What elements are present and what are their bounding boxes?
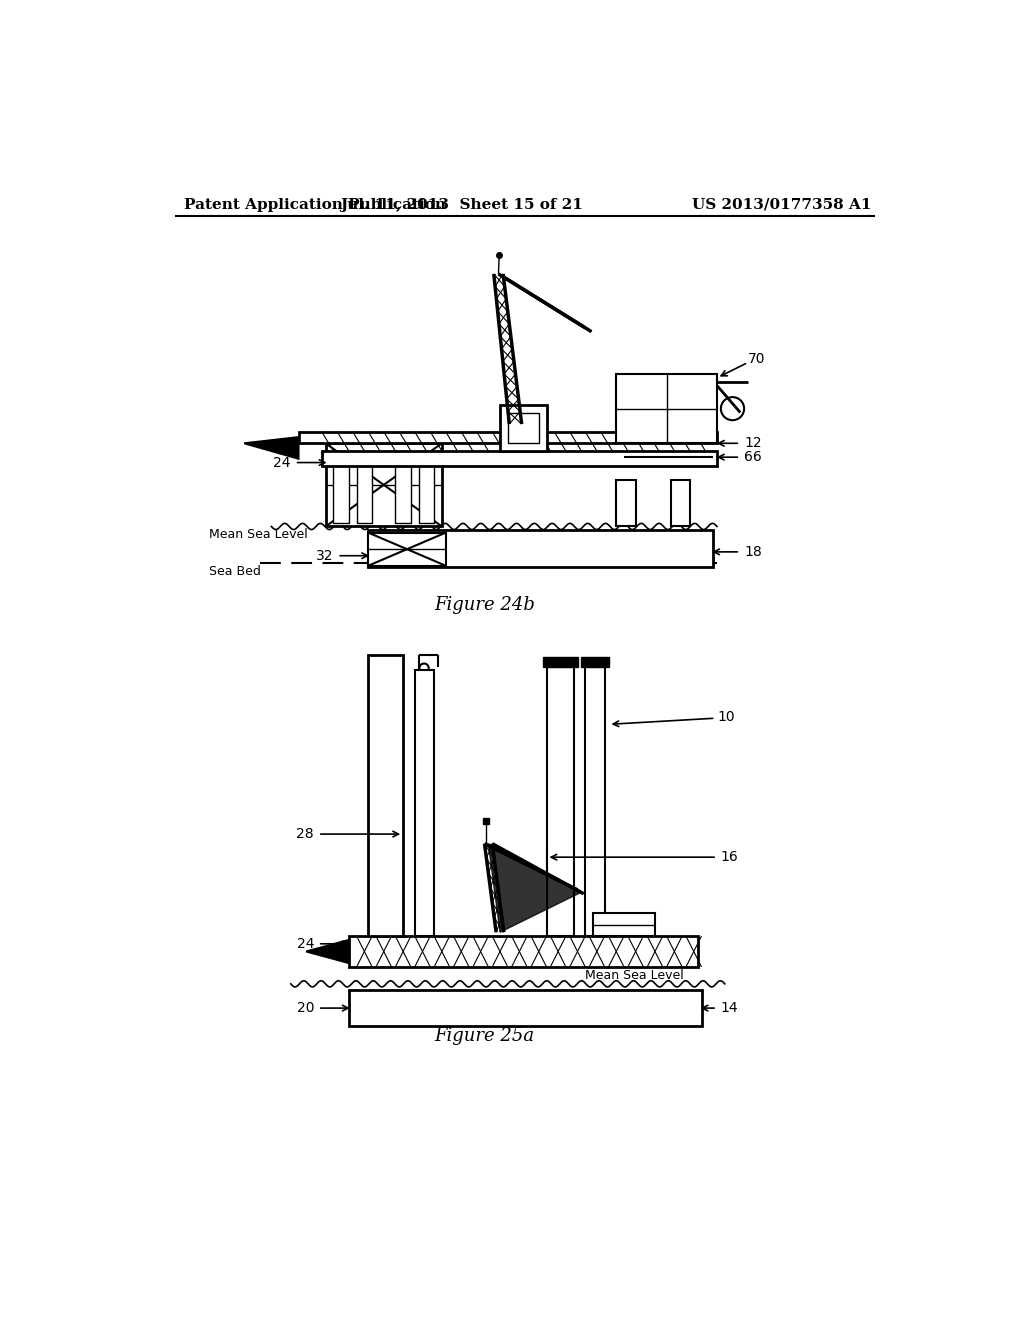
Text: 16: 16: [721, 850, 738, 865]
Polygon shape: [488, 843, 582, 932]
Text: 14: 14: [721, 1001, 738, 1015]
Text: 28: 28: [296, 828, 314, 841]
Bar: [616, 480, 636, 527]
Bar: [415, 671, 434, 936]
Text: Figure 25a: Figure 25a: [434, 1027, 535, 1045]
Text: 24: 24: [273, 455, 291, 470]
Bar: [334, 451, 349, 523]
Bar: [593, 913, 655, 936]
Bar: [543, 657, 578, 667]
Bar: [349, 936, 697, 966]
Text: Figure 24b: Figure 24b: [434, 597, 535, 614]
Polygon shape: [306, 940, 349, 964]
Bar: [349, 990, 701, 1026]
Text: Mean Sea Level: Mean Sea Level: [209, 528, 308, 541]
Polygon shape: [245, 437, 299, 459]
Text: Sea Bed: Sea Bed: [209, 565, 261, 578]
Text: Mean Sea Level: Mean Sea Level: [586, 969, 684, 982]
Text: 24: 24: [297, 937, 314, 950]
Circle shape: [420, 664, 429, 673]
Text: 66: 66: [744, 450, 762, 465]
Text: 18: 18: [744, 545, 762, 558]
Text: 10: 10: [717, 710, 734, 723]
Bar: [369, 655, 403, 936]
Bar: [376, 480, 399, 527]
Bar: [369, 533, 445, 566]
Text: 20: 20: [297, 1001, 314, 1015]
Text: Patent Application Publication: Patent Application Publication: [183, 198, 445, 211]
Circle shape: [721, 397, 744, 420]
Bar: [395, 451, 411, 523]
Bar: [322, 451, 717, 466]
Text: 32: 32: [315, 549, 334, 562]
Text: 70: 70: [748, 351, 766, 366]
Bar: [369, 531, 713, 568]
Bar: [500, 405, 547, 451]
Bar: [671, 480, 690, 527]
Text: US 2013/0177358 A1: US 2013/0177358 A1: [692, 198, 872, 211]
Bar: [616, 374, 717, 444]
Bar: [582, 657, 608, 667]
Text: 12: 12: [744, 437, 762, 450]
Bar: [326, 444, 442, 527]
Bar: [419, 451, 434, 523]
Bar: [356, 451, 372, 523]
Bar: [586, 667, 604, 936]
Bar: [508, 412, 539, 444]
Bar: [547, 667, 573, 936]
Text: Jul. 11, 2013  Sheet 15 of 21: Jul. 11, 2013 Sheet 15 of 21: [340, 198, 583, 211]
Bar: [299, 432, 717, 444]
